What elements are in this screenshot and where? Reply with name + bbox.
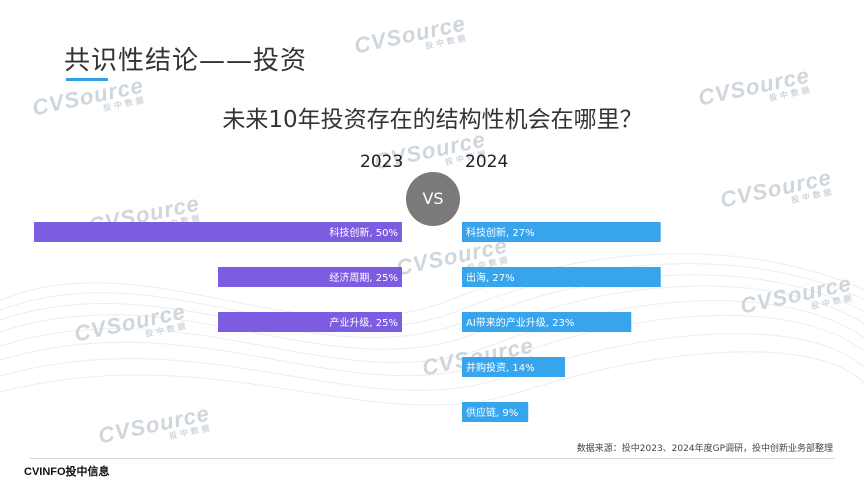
vs-badge: VS	[406, 172, 460, 226]
bar-label-2024-4: 并购投资, 14%	[466, 361, 535, 374]
bar-2023-2	[218, 267, 402, 287]
bar-label-2023-1: 科技创新, 50%	[329, 226, 398, 239]
bar-2024-2	[462, 267, 661, 287]
bar-2024-1	[462, 222, 661, 242]
bar-2024-4	[462, 357, 566, 377]
bar-2023-3	[218, 312, 402, 332]
bar-label-2023-2: 经济周期, 25%	[329, 271, 398, 284]
title-underline	[66, 78, 108, 81]
year-label-left: 2023	[360, 152, 404, 172]
bar-label-2024-1: 科技创新, 27%	[466, 226, 535, 239]
bar-2024-5	[462, 402, 529, 422]
slide-title: 共识性结论——投资	[64, 46, 308, 76]
bar-label-2024-2: 出海, 27%	[466, 271, 515, 284]
data-source-note: 数据来源：投中2023、2024年度GP调研，投中创新业务部整理	[576, 444, 833, 454]
brand-logo: CVINFO投中信息	[24, 466, 110, 478]
chart-title: 未来10年投资存在的结构性机会在哪里？	[222, 107, 643, 133]
bar-2024-3	[462, 312, 632, 332]
bar-label-2024-3: AI带来的产业升级, 23%	[466, 316, 574, 329]
footer-divider	[30, 458, 835, 459]
bar-label-2024-5: 供应链, 9%	[466, 406, 518, 419]
bar-2023-1	[34, 222, 402, 242]
bar-label-2023-3: 产业升级, 25%	[329, 316, 398, 329]
year-label-right: 2024	[465, 152, 509, 172]
